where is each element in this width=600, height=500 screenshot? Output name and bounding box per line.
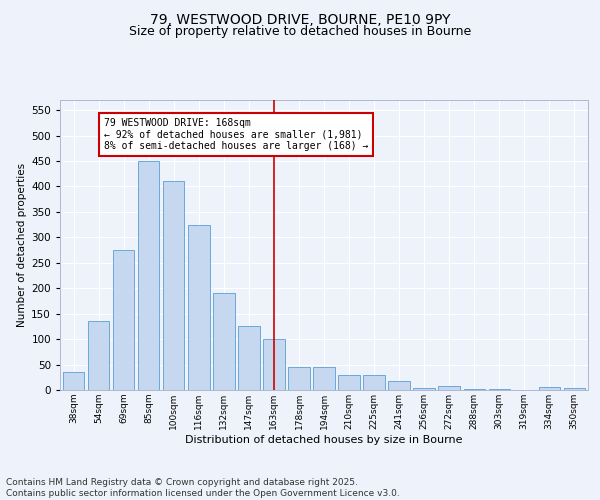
Text: Contains HM Land Registry data © Crown copyright and database right 2025.
Contai: Contains HM Land Registry data © Crown c… [6,478,400,498]
Bar [113,250,134,390]
Bar [388,382,410,390]
Bar [563,388,585,390]
Bar [364,374,385,390]
Text: 79, WESTWOOD DRIVE, BOURNE, PE10 9PY: 79, WESTWOOD DRIVE, BOURNE, PE10 9PY [150,12,450,26]
Text: 79 WESTWOOD DRIVE: 168sqm
← 92% of detached houses are smaller (1,981)
8% of sem: 79 WESTWOOD DRIVE: 168sqm ← 92% of detac… [104,118,368,151]
Text: Size of property relative to detached houses in Bourne: Size of property relative to detached ho… [129,25,471,38]
Bar [464,389,485,390]
X-axis label: Distribution of detached houses by size in Bourne: Distribution of detached houses by size … [185,434,463,444]
Bar [238,326,260,390]
Bar [413,388,435,390]
Bar [88,322,109,390]
Bar [338,374,359,390]
Bar [163,182,184,390]
Bar [63,372,85,390]
Bar [213,294,235,390]
Bar [138,161,160,390]
Y-axis label: Number of detached properties: Number of detached properties [17,163,27,327]
Bar [439,386,460,390]
Bar [263,339,284,390]
Bar [188,224,209,390]
Bar [289,367,310,390]
Bar [313,367,335,390]
Bar [539,388,560,390]
